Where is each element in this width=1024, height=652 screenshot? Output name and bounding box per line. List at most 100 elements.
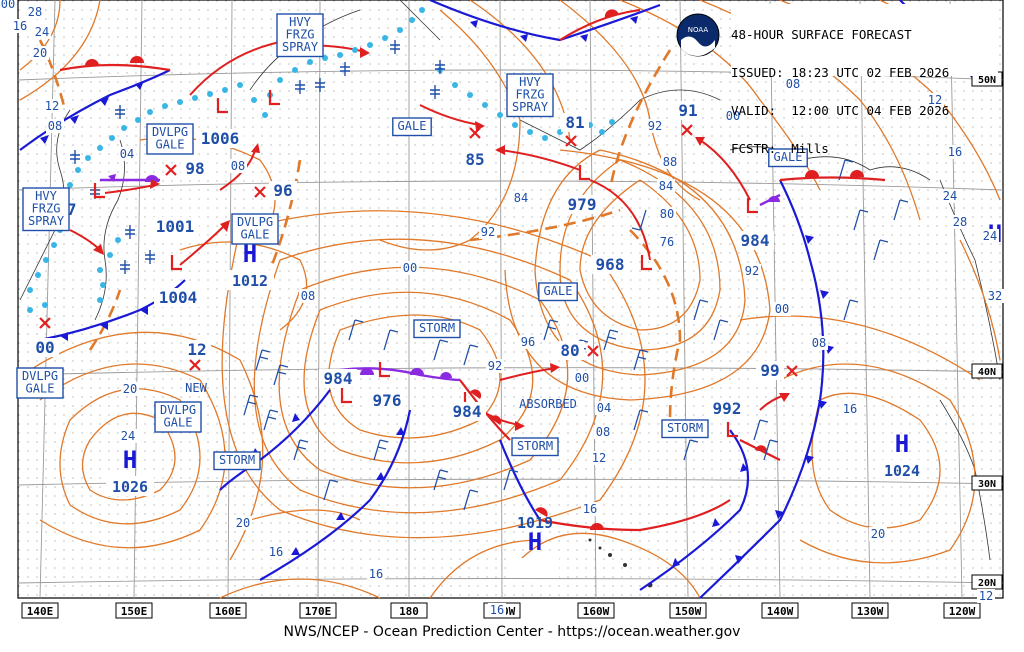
track-arrowheads xyxy=(93,47,790,431)
low-pressure-value: 1001 xyxy=(156,217,195,236)
warning-w9-text: GALE xyxy=(26,382,55,396)
low-pressure-value: 1004 xyxy=(159,288,198,307)
wind-barbs xyxy=(243,159,909,511)
isobar-label-box xyxy=(590,451,608,465)
low-pressure-box xyxy=(736,231,774,250)
isobar-label: 24 xyxy=(121,429,135,443)
isobar-label: 76 xyxy=(660,235,674,249)
warning-w4-text: GALE xyxy=(398,119,427,133)
isobar-label-box xyxy=(784,77,802,91)
isobar-label-box xyxy=(267,545,285,559)
isobar-label: 12 xyxy=(928,93,942,107)
isobar-label: 00 xyxy=(1,0,15,11)
isobar-label: 00 xyxy=(403,261,417,275)
isobar-label-box xyxy=(951,215,969,229)
isobar-label-box xyxy=(0,0,17,11)
low-pressure-box xyxy=(708,399,746,418)
isobar-label-box xyxy=(512,191,530,205)
high-pressure-symbol: H xyxy=(243,240,257,268)
absorbed-label: ABSORBED xyxy=(519,397,577,411)
isobar-label: 16 xyxy=(13,19,27,33)
high-pressure-symbol: H xyxy=(123,446,137,474)
low-pressure-box xyxy=(269,181,297,200)
warning-w2-box xyxy=(146,123,194,155)
header-title: 48-HOUR SURFACE FORECAST xyxy=(731,27,912,43)
warning-w10-box xyxy=(154,401,202,433)
warning-w1-text: SPRAY xyxy=(282,40,319,54)
isobar-label: 00 xyxy=(575,371,589,385)
low-pressure-box xyxy=(183,340,211,359)
isobar-label-box xyxy=(43,99,61,113)
low-pressure-box xyxy=(461,150,489,169)
low-pressure-box xyxy=(368,391,406,410)
warning-w8-box xyxy=(538,282,578,302)
low-pressure-box xyxy=(151,217,199,236)
isobar-label-box xyxy=(119,429,137,443)
isobar-label: 04 xyxy=(597,401,611,415)
isobar-label: 16 xyxy=(843,402,857,416)
warning-w9-text: DVLPG xyxy=(22,369,58,383)
latitude-label: 20N xyxy=(978,578,996,589)
spray-symbols xyxy=(70,40,445,274)
low-pressure-box xyxy=(448,402,486,421)
isobar-label-box xyxy=(401,261,419,275)
isobar-label-box xyxy=(646,119,664,133)
warning-w10-text: DVLPG xyxy=(160,403,196,417)
isobar-label: 20 xyxy=(871,527,885,541)
low-pressure-value: 984 xyxy=(453,402,482,421)
low-pressure-box xyxy=(154,288,202,307)
isobar-label-box xyxy=(581,502,599,516)
isobar-label-box xyxy=(519,335,537,349)
latitude-label: 30N xyxy=(978,479,996,490)
isobar-label-box xyxy=(926,93,944,107)
isobar-label: 16 xyxy=(490,603,504,617)
isobar-label-box xyxy=(121,382,139,396)
latitude-label: 50N xyxy=(978,75,996,86)
longitude-label-box xyxy=(943,602,981,619)
isobar-label: 28 xyxy=(28,5,42,19)
low-pressure-box xyxy=(591,255,629,274)
low-pressure-value: 968 xyxy=(596,255,625,274)
low-centers xyxy=(39,90,798,438)
isobar-label-box xyxy=(11,19,29,33)
low-pressure-box xyxy=(563,195,601,214)
longitude-label-box xyxy=(851,602,889,619)
warning-w12-text: STORM xyxy=(219,453,255,467)
isobar-label-box xyxy=(841,402,859,416)
longitude-label-box xyxy=(390,602,428,619)
isobar-label-box xyxy=(118,147,136,161)
warning-w11-text: STORM xyxy=(419,321,455,335)
warning-w14: STORM xyxy=(661,419,709,439)
isobar-label-box xyxy=(488,603,506,617)
low-pressure-value: 992 xyxy=(713,399,742,418)
isobar-label-box xyxy=(658,235,676,249)
warning-w5-text: SPRAY xyxy=(512,100,549,114)
isobar-label-box xyxy=(773,302,791,316)
isobar-label-box xyxy=(595,401,613,415)
warning-w8-text: GALE xyxy=(544,284,573,298)
isobar-label: 08 xyxy=(301,289,315,303)
longitude-label-box xyxy=(209,602,247,619)
low-pressure-value: 80 xyxy=(560,341,579,360)
isobar-label-box xyxy=(941,189,959,203)
warning-w3-text: HVY xyxy=(35,189,57,203)
warning-w4-box xyxy=(392,117,432,137)
low-pressure-box xyxy=(561,113,589,132)
isobar-label: 32 xyxy=(988,289,1002,303)
isobar-label-box xyxy=(869,527,887,541)
isobar-label: 92 xyxy=(488,359,502,373)
longitude-label-box xyxy=(669,602,707,619)
longitude-label: 150E xyxy=(121,605,148,618)
isobar-label: 16 xyxy=(369,567,383,581)
isobar-label-box xyxy=(977,589,995,603)
warning-w4: GALE xyxy=(392,117,432,137)
warning-w10-text: GALE xyxy=(164,416,193,430)
high-pressure-symbol: H xyxy=(895,430,909,458)
longitude-label-box xyxy=(115,602,153,619)
low-pressure-box xyxy=(181,159,209,178)
isobar-label: 24 xyxy=(943,189,957,203)
